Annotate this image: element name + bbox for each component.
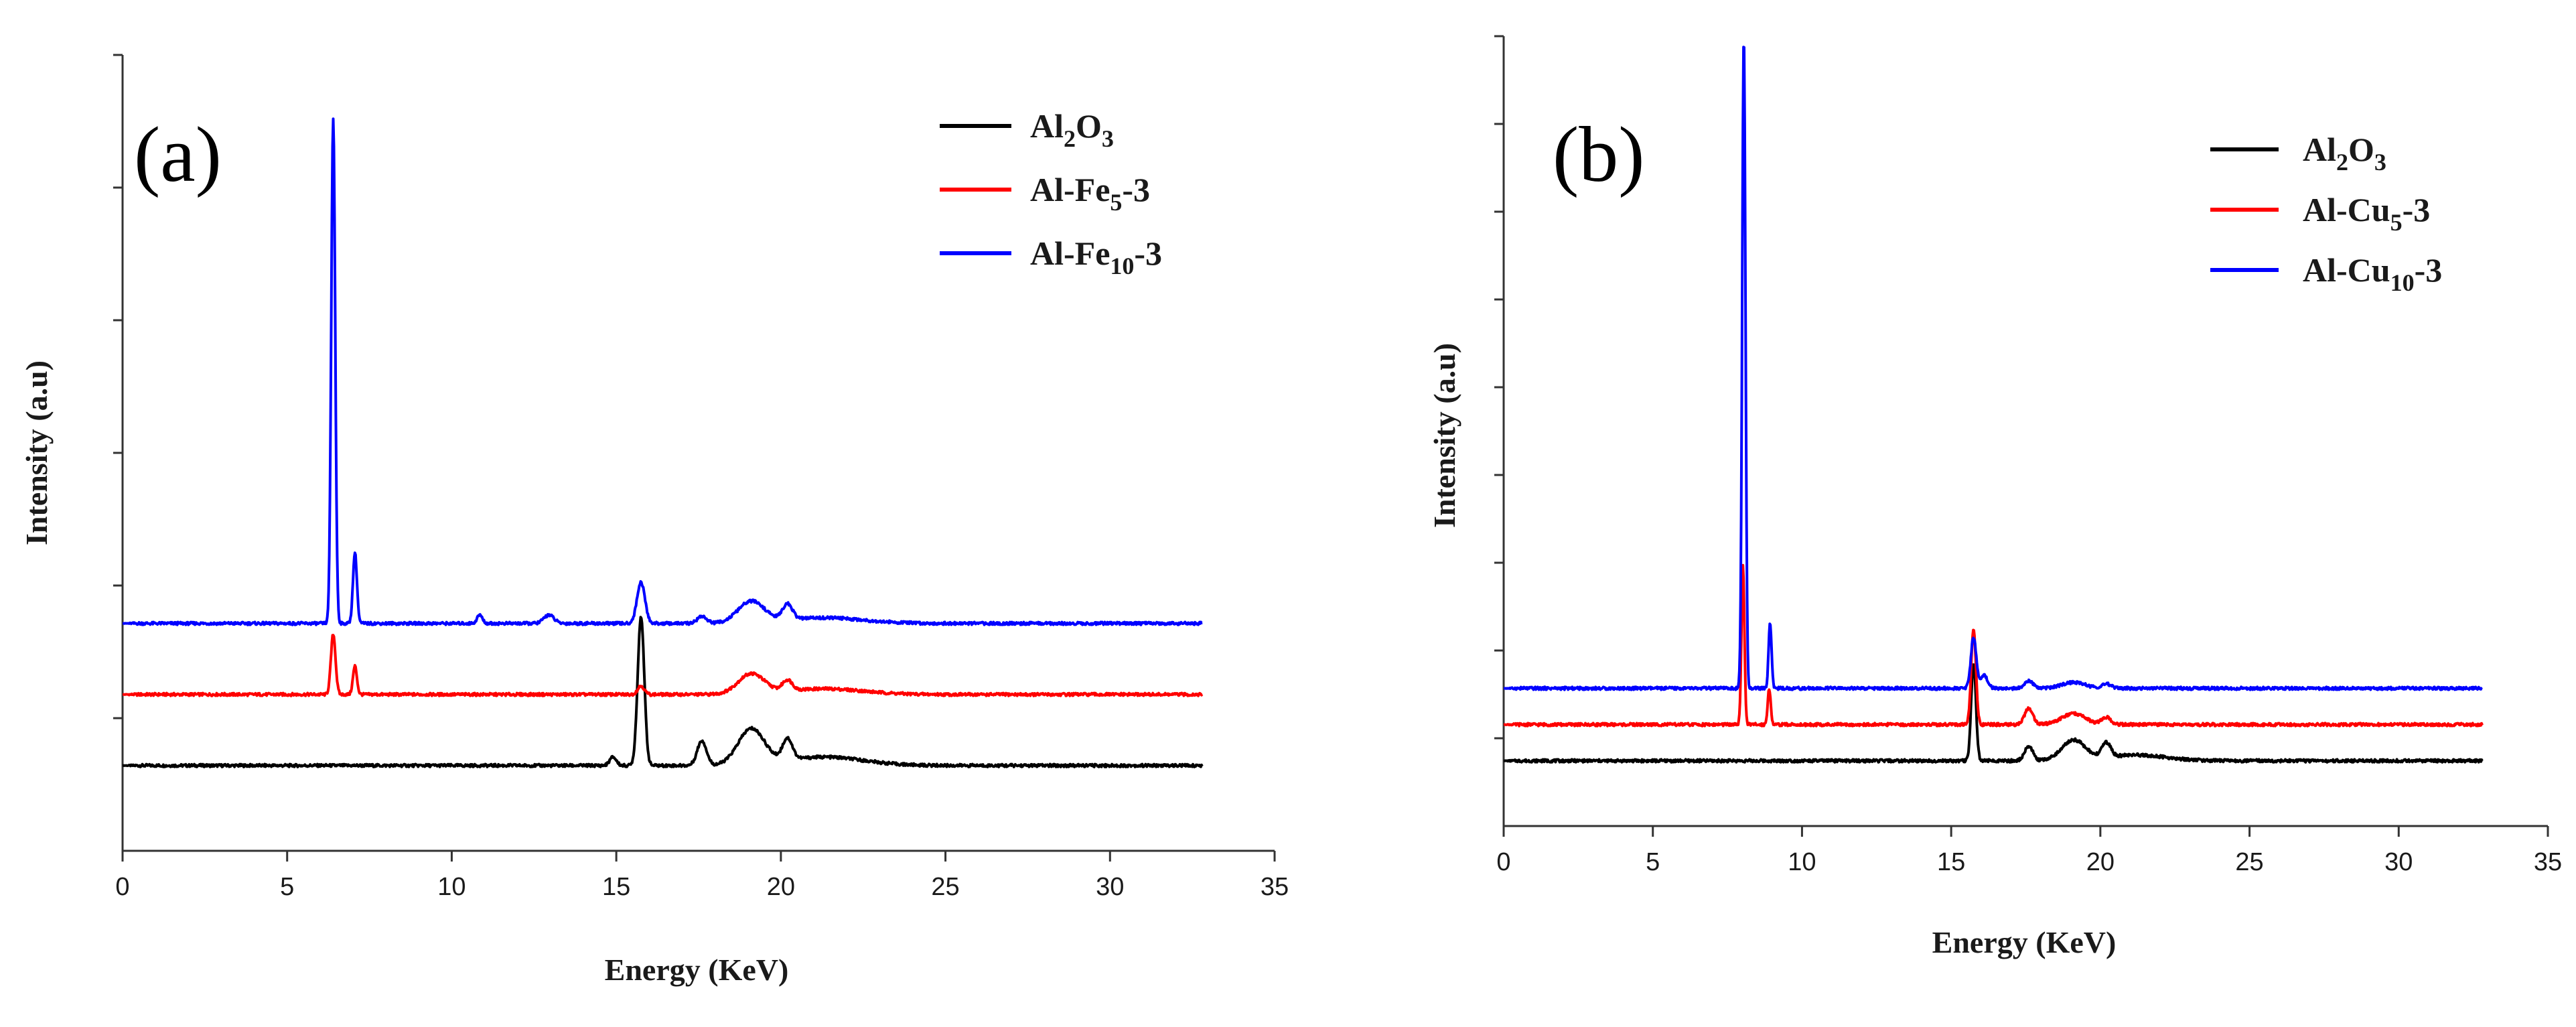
x-tick-label: 5 [1646,848,1660,876]
x-tick-label: 5 [280,873,294,901]
legend-legend-sub1: 10 [1110,253,1134,279]
x-tick-label: 25 [2235,848,2263,876]
x-tick-label: 10 [437,873,466,901]
x-tick-label: 25 [931,873,959,901]
x-tick-label: 20 [767,873,795,901]
series-line-al2o3 [1502,663,2484,764]
x-tick-label: 15 [1937,848,1965,876]
legend-legend-main: Al-Cu [2303,251,2390,289]
legend-legend-sub1: 5 [1110,189,1122,216]
legend-legend-tail: -3 [1134,234,1162,272]
legend-legend-tail: -3 [1122,171,1150,208]
legend-entry: Al-Fe5-3 [1030,171,1150,216]
y-axis-title: Intensity (a.u) [19,360,54,545]
x-tick-label: 30 [2384,848,2413,876]
legend-legend-tail: -3 [2403,191,2431,228]
panel-label: (b) [1553,111,1645,198]
legend-legend-sub1: 10 [2390,269,2415,296]
legend-legend-sub2: 3 [1102,125,1114,152]
legend-entry: Al2O3 [1030,107,1114,152]
series-line-al-fe5-3 [122,634,1204,697]
x-tick-label: 30 [1096,873,1124,901]
x-tick-label: 35 [1261,873,1289,901]
y-axis-title: Intensity (a.u) [1427,343,1461,528]
series-line-al-fe10-3 [122,117,1203,626]
panel-label: (a) [134,111,222,198]
legend-legend-main: Al-Fe [1030,171,1110,208]
legend-legend-mid: O [1076,107,1102,145]
series-line-al2o3 [122,616,1204,768]
legend-legend-sub2: 3 [2374,149,2386,176]
x-tick-label: 20 [2086,848,2115,876]
series-line-al-cu10-3 [1502,46,2484,691]
legend-entry: Al-Fe10-3 [1030,234,1162,279]
x-tick-label: 10 [1788,848,1816,876]
x-tick-label: 0 [115,873,129,901]
series-line-al-cu5-3 [1502,563,2484,728]
legend-legend-tail: -3 [2415,251,2443,289]
x-axis-title: Energy (KeV) [1932,925,2117,959]
legend-legend-main: Al-Cu [2303,191,2390,228]
x-tick-label: 0 [1496,848,1510,876]
legend-legend-main: Al-Fe [1030,234,1110,272]
x-tick-label: 35 [2534,848,2562,876]
legend-legend-sub1: 2 [2336,149,2348,176]
legend-entry: Al2O3 [2303,131,2386,176]
legend-legend-main: Al [2303,131,2336,168]
legend-legend-sub1: 2 [1064,125,1076,152]
legend-entry: Al-Cu5-3 [2303,191,2430,236]
x-tick-label: 15 [602,873,630,901]
x-axis-title: Energy (KeV) [605,953,789,987]
legend-legend-mid: O [2348,131,2374,168]
legend-legend-main: Al [1030,107,1064,145]
legend-entry: Al-Cu10-3 [2303,251,2442,296]
legend-legend-sub1: 5 [2390,209,2403,236]
